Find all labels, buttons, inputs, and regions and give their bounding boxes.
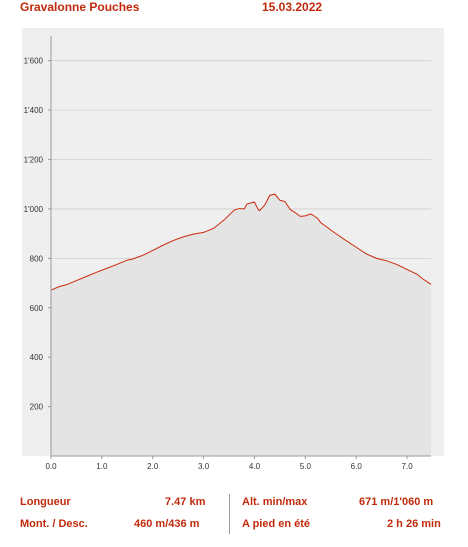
walk-time-value: 2 h 26 min: [387, 518, 441, 530]
y-tick-label: 800: [30, 254, 44, 263]
x-tick-label: 6.0: [351, 462, 363, 471]
x-tick-label: 0.0: [45, 462, 57, 471]
stats-divider: [229, 494, 230, 534]
x-tick-label: 2.0: [147, 462, 159, 471]
route-stats: Longueur 7.47 km Alt. min/max 671 m/1'06…: [0, 488, 468, 538]
alt-minmax-label: Alt. min/max: [242, 496, 308, 508]
x-tick-label: 5.0: [300, 462, 312, 471]
page-title: Gravalonne Pouches: [20, 0, 140, 14]
date-label: 15.03.2022: [262, 0, 323, 14]
y-tick-label: 400: [30, 353, 44, 362]
length-value: 7.47 km: [165, 496, 206, 508]
y-tick-label: 600: [30, 304, 44, 313]
y-tick-label: 1'600: [24, 57, 44, 66]
x-tick-labels: 0.0 1.0 2.0 3.0 4.0 5.0 6.0 7.0: [45, 456, 413, 471]
ascent-descent-value: 460 m/436 m: [134, 518, 200, 530]
elevation-line: [50, 193, 432, 291]
x-tick-label: 4.0: [249, 462, 261, 471]
length-label: Longueur: [20, 496, 71, 508]
x-tick-label: 1.0: [96, 462, 108, 471]
y-tick-label: 200: [30, 403, 44, 412]
x-tick-label: 3.0: [198, 462, 210, 471]
y-tick-labels: 200 400 600 800 1'000 1'200 1'400 1'600: [24, 57, 51, 412]
elevation-profile-chart: 200 400 600 800 1'000 1'200 1'400 1'600 0.0 1.0 2…: [22, 28, 444, 471]
elevation-area: [51, 194, 431, 456]
y-tick-label: 1'400: [24, 106, 44, 115]
walk-time-label: A pied en été: [242, 518, 311, 530]
y-tick-label: 1'000: [24, 205, 44, 214]
x-tick-label: 7.0: [402, 462, 414, 471]
header: Gravalonne Pouches 15.03.2022: [0, 0, 468, 18]
y-tick-label: 1'200: [24, 156, 44, 165]
ascent-descent-label: Mont. / Desc.: [20, 518, 88, 530]
alt-minmax-value: 671 m/1'060 m: [359, 496, 434, 508]
